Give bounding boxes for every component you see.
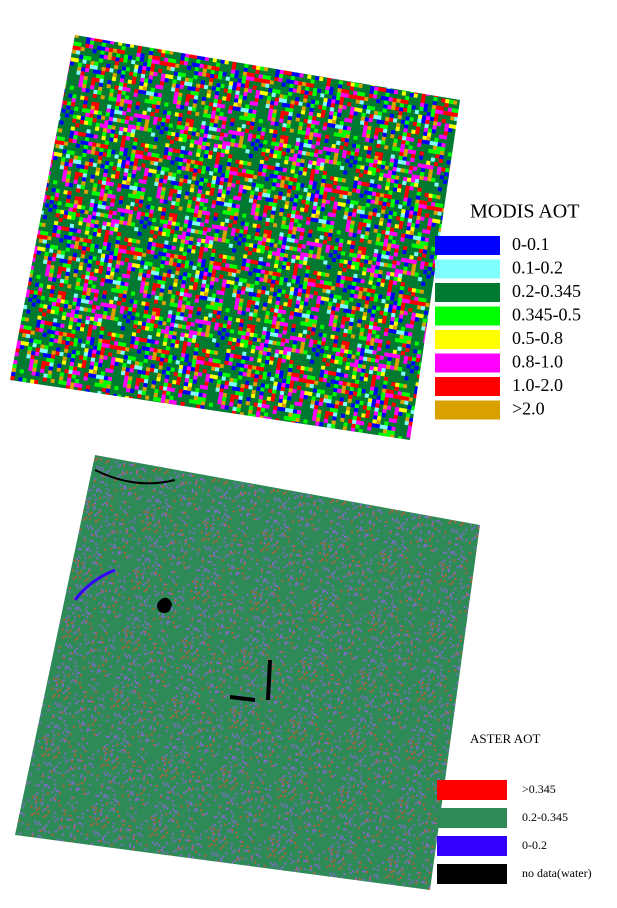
legend-swatch <box>437 836 507 856</box>
legend-label: 0.2-0.345 <box>522 810 568 824</box>
figure: MODIS AOT ASTER AOT 0-0.1 0.1-0.2 0.2-0.34… <box>0 0 617 908</box>
legend-swatch <box>435 236 500 255</box>
legend-swatch <box>435 307 500 326</box>
legend-swatch <box>437 864 507 884</box>
legend-label: >0.345 <box>522 782 556 796</box>
legend-swatch <box>437 780 507 800</box>
legend-label: >2.0 <box>512 399 545 419</box>
modis-map <box>10 35 460 440</box>
legend-label: 0.1-0.2 <box>512 258 563 278</box>
legend-swatch <box>435 401 500 420</box>
legend-swatch <box>435 354 500 373</box>
legend-label: 0.2-0.345 <box>512 281 581 301</box>
maps <box>10 35 480 890</box>
legend-label: 1.0-2.0 <box>512 375 563 395</box>
legend-label: 0-0.2 <box>522 838 547 852</box>
legend-swatch <box>437 808 507 828</box>
legend-label: 0.5-0.8 <box>512 328 563 348</box>
legend-label: no data(water) <box>522 866 592 880</box>
legend-label: 0.345-0.5 <box>512 305 581 325</box>
legend-swatch <box>435 330 500 349</box>
page: { "modis": { "title": "MODIS AOT", "lege… <box>0 0 617 908</box>
legend-label: 0-0.1 <box>512 234 550 254</box>
aster-legend-title: ASTER AOT <box>470 731 540 746</box>
legend-label: 0.8-1.0 <box>512 352 563 372</box>
legend-swatch <box>435 260 500 279</box>
modis-legend-title: MODIS AOT <box>470 201 579 223</box>
legend-swatch <box>435 377 500 396</box>
legend-swatch <box>435 283 500 302</box>
aster-map <box>15 455 480 890</box>
